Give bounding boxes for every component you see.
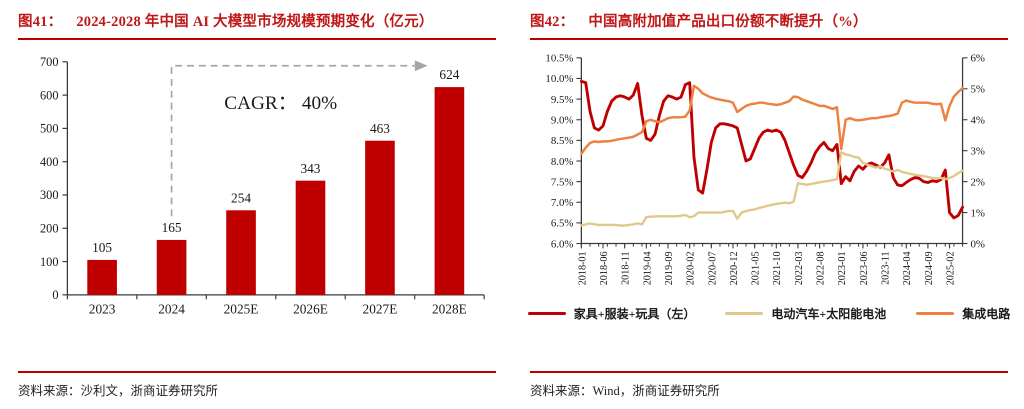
left-y-tick-label: 6.5% [551,218,574,230]
left-y-tick-label: 9.0% [551,114,574,126]
bar-2024 [156,239,187,295]
left-y-tick-label: 10.5% [545,53,573,65]
legend-item-ev-solar: 电动汽车+太阳能电池 [725,305,886,322]
left-y-tick-label: 6.0% [551,238,574,250]
x-tick-label: 2023-01 [837,251,848,285]
x-tick-label: 2020-07 [707,251,718,285]
bar-chart: 0 100 200 300 400 500 600 700 CAGR： 40% 105 2023 16… [40,55,485,317]
series-line-2 [580,84,964,155]
bar-value-label: 165 [162,220,182,235]
series-line-0 [579,79,965,220]
line-chart-legend: 家具+服装+玩具（左） 电动汽车+太阳能电池 集成电路 [527,305,1010,322]
left-y-tick-label: 7.0% [551,197,574,209]
legend-item-furniture-apparel-toys: 家具+服装+玩具（左） [527,305,696,322]
figure-42-source: 资料来源：Wind，浙商证券研究所 [530,371,1008,399]
x-tick-label: 2021-10 [772,251,783,285]
x-tick-label: 2019-09 [664,251,675,285]
x-tick-label: 2024-04 [902,251,913,285]
cagr-dashed-arrow [170,64,415,217]
x-category-label: 2023 [89,302,116,317]
bar-2028E [434,87,465,295]
y-tick-label: 0 [52,288,58,302]
left-y-tick-label: 10.0% [545,73,573,85]
bar-2023 [87,259,117,295]
left-y-tick-label: 8.5% [551,135,574,147]
legend-swatch-red-line [527,311,566,316]
figure-42-source-text: 资料来源：Wind，浙商证券研究所 [530,384,720,398]
x-category-label: 2028E [432,302,467,317]
right-y-tick-label: 6% [970,53,984,65]
y-tick-label: 300 [40,188,59,202]
y-tick-label: 700 [40,55,59,69]
bar-value-label: 463 [370,121,390,136]
figure-41-title-row: 图41： 2024-2028 年中国 AI 大模型市场规模预期变化（亿元） [18,10,496,40]
bar-value-label: 624 [439,67,459,82]
left-y-tick-label: 9.5% [551,94,574,106]
right-y-tick-label: 4% [970,114,984,126]
legend-label: 家具+服装+玩具（左） [573,306,696,321]
x-tick-label: 2019-04 [642,251,653,285]
x-tick-label: 2022-03 [794,251,805,285]
figure-41-panel: 图41： 2024-2028 年中国 AI 大模型市场规模预期变化（亿元） 0 1… [18,10,496,399]
figure-41-title: 2024-2028 年中国 AI 大模型市场规模预期变化（亿元） [76,14,434,30]
right-y-tick-label: 0% [970,238,984,250]
x-tick-label: 2021-05 [751,251,762,285]
right-y-tick-label: 1% [970,207,984,219]
bar-2026E [295,180,326,295]
x-tick-label: 2018-11 [621,251,632,284]
legend-swatch-orange-line [916,311,955,316]
x-category-label: 2026E [293,302,328,317]
legend-swatch-tan-line [725,311,764,316]
bar-chart-container: 0 100 200 300 400 500 600 700 CAGR： 40% 105 2023 16… [18,46,496,326]
x-tick-label: 2020-02 [686,251,697,285]
x-category-label: 2024 [158,302,185,317]
x-tick-label: 2023-06 [859,251,870,285]
bar-2027E [365,140,395,295]
bar-value-label: 254 [231,190,251,205]
right-y-tick-label: 2% [970,176,984,188]
x-category-label: 2027E [363,302,398,317]
y-tick-label: 600 [40,88,59,102]
left-y-tick-label: 7.5% [551,176,574,188]
cagr-arrowhead [414,60,428,72]
figure-41-source: 资料来源：沙利文，浙商证券研究所 [18,371,496,399]
x-tick-label: 2018-06 [599,251,610,285]
bar-value-label: 343 [300,161,320,176]
right-y-tick-label: 5% [970,84,984,96]
x-tick-label: 2024-09 [924,251,935,285]
y-tick-label: 200 [40,222,59,236]
x-tick-label: 2022-08 [816,251,827,285]
legend-item-integrated-circuits: 集成电路 [916,305,1010,322]
figure-42-title-row: 图42： 中国高附加值产品出口份额不断提升（%） [530,10,1008,40]
y-tick-label: 400 [40,155,59,169]
x-category-label: 2025E [224,302,259,317]
figure-42-panel: 图42： 中国高附加值产品出口份额不断提升（%） 10.5% 10.0% 9.5% 9… [512,0,1024,409]
figure-42-title: 中国高附加值产品出口份额不断提升（%） [588,14,868,30]
left-y-tick-label: 8.0% [551,156,574,168]
line-chart: 10.5% 10.0% 9.5% 9.0% 8.5% 8.0% 7.5% 7.0% 6.5% 6.… [545,53,985,286]
line-chart-container: 10.5% 10.0% 9.5% 9.0% 8.5% 8.0% 7.5% 7.0% 6.5% 6.… [530,46,1008,295]
legend-label: 电动汽车+太阳能电池 [771,306,887,321]
bar-2025E [226,210,256,295]
bar-value-label: 105 [92,240,112,255]
cagr-annotation: CAGR： 40% [224,93,337,114]
series-line-1 [580,151,964,227]
y-tick-label: 100 [40,255,59,269]
x-tick-label: 2025-02 [946,251,957,285]
y-tick-label: 500 [40,122,59,136]
legend-label: 集成电路 [962,306,1011,321]
figure-41-label: 图41： [18,14,63,30]
x-tick-label: 2018-01 [577,251,588,285]
right-y-tick-label: 3% [970,145,984,157]
x-tick-label: 2023-11 [881,251,892,284]
figure-41-source-text: 资料来源：沙利文，浙商证券研究所 [18,384,219,398]
figure-42-label: 图42： [530,14,575,30]
x-tick-label: 2020-12 [729,251,740,285]
